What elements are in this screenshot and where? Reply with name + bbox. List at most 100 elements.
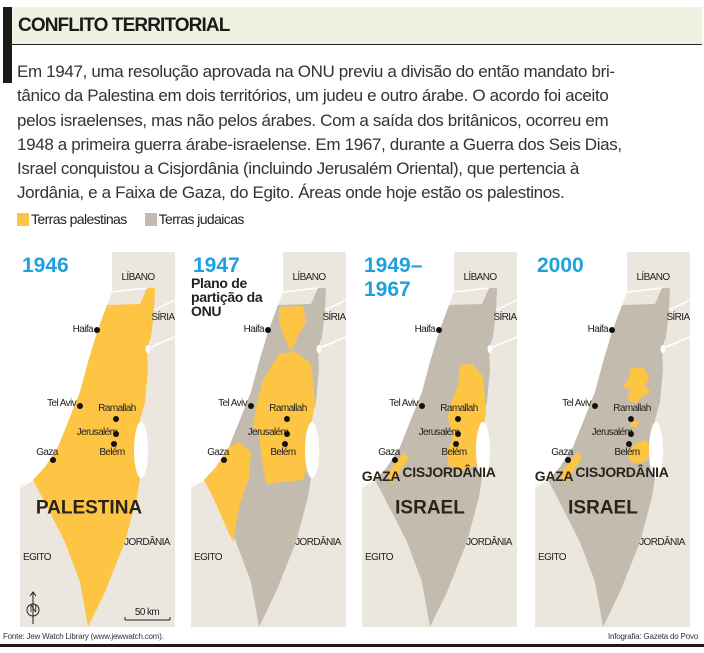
intro-line: Israel conquistou a Cisjordânia (incluin… xyxy=(17,159,579,179)
sea-of-galilee xyxy=(316,345,322,353)
belem-dot xyxy=(453,441,459,447)
label-tel-aviv: Tel Aviv xyxy=(389,398,419,409)
gaza-dot xyxy=(221,457,227,463)
belem-dot xyxy=(626,441,632,447)
label-libano: LÍBANO xyxy=(463,272,497,283)
label-jerusalem: Jerusalém xyxy=(76,427,118,438)
dead-sea xyxy=(649,422,663,478)
year-heading: 1946 xyxy=(22,254,69,277)
label-haifa: Haifa xyxy=(414,324,436,335)
palestinian-area xyxy=(560,452,582,484)
source-note: Fonte: Jew Watch Library (www.jewwatch.c… xyxy=(3,632,164,641)
sea-of-galilee xyxy=(145,345,151,353)
label-ramallah: Ramallah xyxy=(98,403,136,414)
egypt-border xyxy=(535,479,549,488)
lebanon-border xyxy=(453,287,490,293)
page-title: CONFLITO TERRITORIAL xyxy=(18,15,230,36)
map-panel-2: LÍBANO SÍRIA Haifa Tel Aviv Ramallah Jerusalé… xyxy=(362,252,517,627)
label-siria: SÍRIA xyxy=(322,312,346,323)
egypt-border xyxy=(362,479,376,488)
tel-aviv-dot xyxy=(419,403,425,409)
label-libano: LÍBANO xyxy=(121,272,155,283)
intro-line: Jordânia, e a Faixa de Gaza, do Egito. Á… xyxy=(17,183,565,203)
lebanon-border xyxy=(282,287,319,293)
legend-swatch-jewish xyxy=(144,212,157,226)
year-heading: 1949– 1967 xyxy=(364,254,423,301)
map-graphic xyxy=(191,252,346,627)
syria-border xyxy=(324,299,346,311)
palestinian-area xyxy=(387,452,409,484)
map-panel-1: LÍBANO SÍRIA Haifa Tel Aviv Ramallah Jerusalé… xyxy=(191,252,346,627)
legend: Terras palestinas Terras judaicas xyxy=(17,211,244,227)
syria-border xyxy=(495,299,517,311)
dead-sea xyxy=(476,422,490,478)
map-panel-0: LÍBANO SÍRIA Haifa Tel Aviv Ramallah Jerusalé… xyxy=(20,252,175,627)
legend-label-jewish: Terras judaicas xyxy=(158,211,245,227)
label-jordania: JORDÂNIA xyxy=(639,537,685,548)
region-label: PALESTINA xyxy=(35,497,143,519)
label-haifa: Haifa xyxy=(243,324,265,335)
label-egito: EGITO xyxy=(194,552,223,563)
ramallah-dot xyxy=(284,416,290,422)
palestinian-area xyxy=(279,306,306,352)
label-tel-aviv: Tel Aviv xyxy=(562,398,592,409)
north-arrow-head xyxy=(29,591,37,597)
scale-label: 50 km xyxy=(134,607,160,618)
territory-base xyxy=(33,288,155,627)
gaza-region-label: GAZA xyxy=(535,468,574,484)
credit-note: Infografia: Gazeta do Povo xyxy=(608,632,698,641)
ramallah-dot xyxy=(628,416,634,422)
map-panel-3: LÍBANO SÍRIA Haifa Tel Aviv Ramallah Jerusalé… xyxy=(535,252,690,627)
belem-dot xyxy=(111,441,117,447)
haifa-dot xyxy=(609,327,615,333)
belem-dot xyxy=(282,441,288,447)
label-belem: Belém xyxy=(270,447,296,458)
tel-aviv-dot xyxy=(592,403,598,409)
label-jerusalem: Jerusalém xyxy=(591,427,633,438)
label-ramallah: Ramallah xyxy=(613,403,651,414)
cisjordania-label: CISJORDÂNIA xyxy=(402,464,496,480)
syria-border xyxy=(153,299,175,311)
ramallah-dot xyxy=(113,416,119,422)
label-siria: SÍRIA xyxy=(493,312,517,323)
north-label: N xyxy=(29,604,37,615)
jordan-border xyxy=(665,336,690,348)
year-heading: 1947 xyxy=(193,254,240,277)
label-jordania: JORDÂNIA xyxy=(295,537,341,548)
label-libano: LÍBANO xyxy=(292,272,326,283)
sea-of-galilee xyxy=(487,345,493,353)
dead-sea xyxy=(305,422,319,478)
tel-aviv-dot xyxy=(77,403,83,409)
label-siria: SÍRIA xyxy=(666,312,690,323)
label-jordania: JORDÂNIA xyxy=(124,537,170,548)
label-egito: EGITO xyxy=(538,552,567,563)
palestinian-area xyxy=(204,442,251,542)
label-haifa: Haifa xyxy=(72,324,94,335)
label-jerusalem: Jerusalém xyxy=(418,427,460,438)
lebanon-border xyxy=(111,287,148,293)
jordan-border xyxy=(150,336,175,348)
jordan-border xyxy=(492,336,517,348)
gaza-region-label: GAZA xyxy=(362,468,401,484)
egypt-border xyxy=(20,479,34,488)
intro-line: 1948 a primeira guerra árabe-israelense.… xyxy=(17,134,622,154)
intro-line: pelos israelenses, mas não pelos árabes.… xyxy=(17,110,609,130)
label-jerusalem: Jerusalém xyxy=(247,427,289,438)
label-belem: Belém xyxy=(441,447,467,458)
intro-text: Em 1947, uma resolução aprovada na ONU p… xyxy=(17,60,697,206)
jerusalem-dot xyxy=(284,431,290,437)
label-tel-aviv: Tel Aviv xyxy=(47,398,77,409)
label-belem: Belém xyxy=(99,447,125,458)
haifa-dot xyxy=(436,327,442,333)
label-siria: SÍRIA xyxy=(151,312,175,323)
label-gaza: Gaza xyxy=(36,447,58,458)
label-gaza: Gaza xyxy=(207,447,229,458)
egypt-border xyxy=(191,479,205,488)
intro-line: tânico da Palestina em dois territórios,… xyxy=(17,86,609,106)
jordan-border xyxy=(321,336,346,348)
dead-sea xyxy=(134,422,148,478)
cisjordania-label: CISJORDÂNIA xyxy=(575,464,669,480)
label-gaza: Gaza xyxy=(378,447,400,458)
label-libano: LÍBANO xyxy=(636,272,670,283)
lebanon-border xyxy=(626,287,663,293)
